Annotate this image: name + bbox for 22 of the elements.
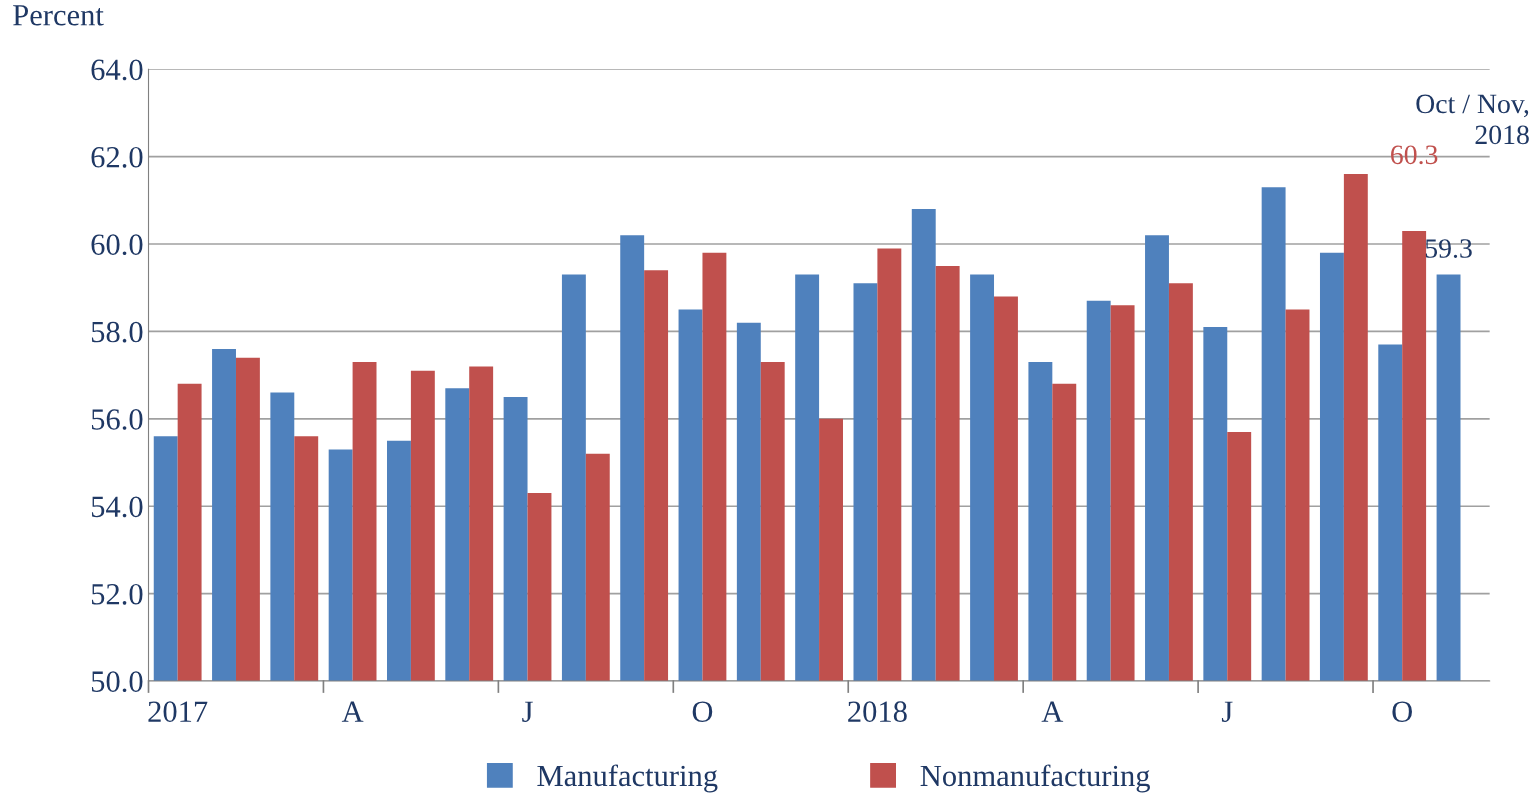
- y-tick-label: 60.0: [91, 234, 143, 256]
- y-tick-label: 52.0: [91, 583, 143, 605]
- x-tick-label: O: [1392, 701, 1412, 722]
- y-tick-label: 64.0: [91, 59, 143, 81]
- data-label: 59.3: [1425, 239, 1472, 258]
- x-tick-label: J: [522, 701, 533, 722]
- x-tick-label: A: [1041, 701, 1064, 722]
- y-tick-label: 54.0: [91, 496, 143, 518]
- data-label: 60.3: [1391, 145, 1438, 165]
- annotation: Oct / Nov, 2018: [1416, 94, 1529, 145]
- y-tick-label: 58.0: [91, 321, 143, 343]
- x-tick-label: 2018: [848, 701, 907, 722]
- x-tick-label: A: [341, 701, 364, 722]
- x-tick-label: J: [1221, 701, 1233, 722]
- x-tick-label: 2017: [148, 701, 208, 722]
- legend-label: Manufacturing: [537, 764, 718, 793]
- x-tick-label: O: [692, 701, 713, 722]
- y-axis-title: Percent: [13, 5, 104, 26]
- y-tick-label: 50.0: [91, 671, 143, 693]
- y-tick-label: 62.0: [91, 146, 143, 168]
- legend-label: Nonmanufacturing: [920, 764, 1150, 793]
- y-tick-label: 56.0: [91, 409, 143, 430]
